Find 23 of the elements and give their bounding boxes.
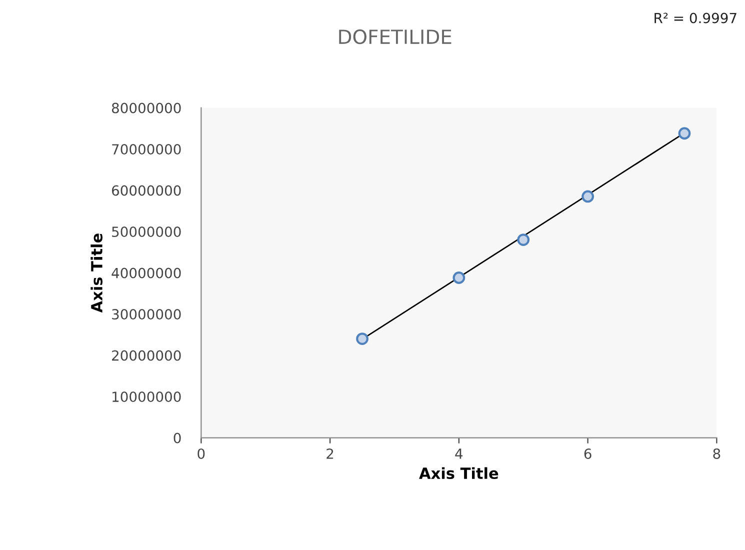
x-tick-label: 8: [713, 448, 720, 459]
y-tick-label: 30000000: [112, 309, 181, 320]
y-tick-label: 80000000: [112, 102, 181, 114]
y-tick-label: 70000000: [112, 144, 181, 155]
point: [582, 190, 594, 203]
x-tick-label: 2: [326, 448, 334, 459]
y-axis-title: Axis Title: [90, 234, 102, 313]
point: [678, 127, 691, 140]
chart-title: DOFETILIDE: [339, 29, 452, 44]
y-tick-label: 20000000: [112, 350, 181, 361]
y-tick-label: 0: [174, 432, 181, 444]
x-tick-label: 6: [584, 448, 592, 459]
x-axis-title: Axis Title: [419, 467, 498, 480]
text: R² = 0.9997: [654, 12, 736, 24]
point: [356, 332, 368, 345]
y-tick-label: 60000000: [112, 185, 181, 196]
point: [517, 234, 530, 246]
y-tick-label: 40000000: [112, 268, 181, 278]
point: [452, 272, 466, 284]
y-tick-label: 50000000: [112, 226, 181, 238]
x-tick-label: 4: [455, 448, 463, 459]
x-tick-label: 0: [198, 448, 205, 459]
y-tick-label: 10000000: [112, 392, 181, 402]
